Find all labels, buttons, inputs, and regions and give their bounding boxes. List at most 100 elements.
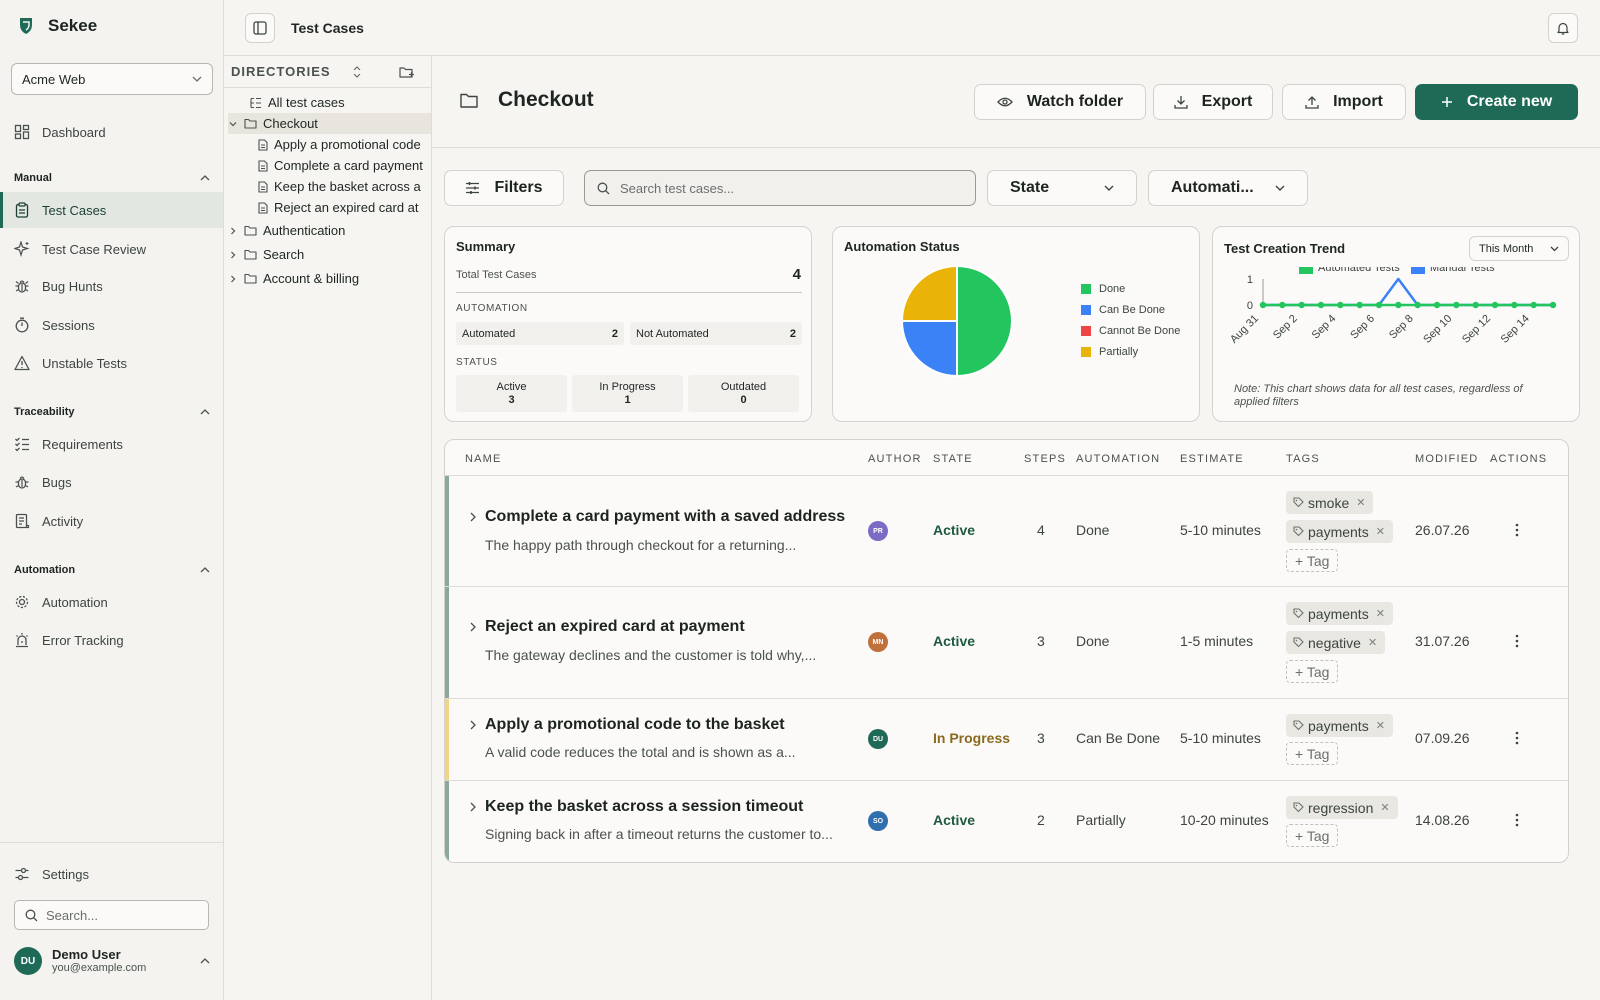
x-tick-label: Sep 14: [1499, 313, 1532, 346]
tag-chip[interactable]: negative ✕: [1286, 631, 1386, 654]
more-vertical-icon[interactable]: [1515, 813, 1519, 827]
x-tick-label: Sep 6: [1348, 313, 1377, 342]
notifications-button[interactable]: [1548, 13, 1578, 43]
sidebar-item-label: Requirements: [42, 436, 123, 452]
button-label: Filters: [494, 179, 543, 196]
sidebar-item-test-case-review[interactable]: Test Case Review: [0, 231, 223, 267]
period-select[interactable]: This Month: [1469, 236, 1569, 261]
test-case-title[interactable]: Apply a promotional code to the basket: [485, 716, 785, 733]
column-header[interactable]: ESTIMATE: [1180, 453, 1244, 465]
table-row[interactable]: Apply a promotional code to the basket A…: [445, 698, 1568, 780]
siren-icon: [14, 632, 30, 648]
add-tag-button[interactable]: + Tag: [1286, 742, 1339, 765]
remove-tag-icon[interactable]: ✕: [1380, 802, 1390, 814]
tag-label: payments: [1308, 717, 1369, 734]
stat-value: 3: [508, 393, 515, 406]
filters-button[interactable]: Filters: [444, 170, 564, 206]
sidebar-item-test-cases[interactable]: Test Cases: [0, 192, 223, 228]
more-vertical-icon[interactable]: [1515, 634, 1519, 648]
sidebar-item-bug-hunts[interactable]: Bug Hunts: [0, 268, 223, 304]
tag-chip[interactable]: payments ✕: [1286, 602, 1393, 625]
sidebar-item-automation[interactable]: Automation: [0, 584, 223, 620]
column-header[interactable]: AUTOMATION: [1076, 453, 1161, 465]
column-header[interactable]: STATE: [933, 453, 973, 465]
sort-icon[interactable]: [352, 66, 362, 78]
user-menu[interactable]: DU Demo User you@example.com: [14, 947, 210, 975]
remove-tag-icon[interactable]: ✕: [1356, 497, 1366, 509]
tree-folder-checkout[interactable]: Checkout: [228, 113, 431, 134]
sidebar-item-sessions[interactable]: Sessions: [0, 307, 223, 343]
export-button[interactable]: Export: [1153, 84, 1273, 120]
project-select[interactable]: Acme Web: [11, 63, 213, 95]
sidebar-search-input[interactable]: Search...: [14, 900, 209, 930]
state-select[interactable]: State: [987, 170, 1137, 206]
folder-icon: [244, 118, 257, 129]
chevron-right-icon[interactable]: [469, 802, 477, 812]
sidebar-item-activity[interactable]: Activity: [0, 503, 223, 539]
remove-tag-icon[interactable]: ✕: [1375, 720, 1385, 732]
file-icon: [258, 201, 268, 214]
sidebar-item-requirements[interactable]: Requirements: [0, 426, 223, 462]
section-manual[interactable]: Manual: [14, 172, 210, 184]
section-label: Traceability: [14, 406, 75, 418]
column-header[interactable]: AUTHOR: [868, 453, 922, 465]
section-traceability[interactable]: Traceability: [14, 406, 210, 418]
section-automation[interactable]: Automation: [14, 564, 210, 576]
tag-chip[interactable]: payments ✕: [1286, 714, 1393, 737]
test-case-title[interactable]: Complete a card payment with a saved add…: [485, 508, 846, 525]
create-new-button[interactable]: Create new: [1415, 84, 1578, 120]
add-tag-button[interactable]: + Tag: [1286, 824, 1339, 847]
tag-chip[interactable]: smoke ✕: [1286, 491, 1374, 514]
column-header[interactable]: TAGS: [1286, 453, 1320, 465]
tree-file[interactable]: Reject an expired card at: [258, 197, 419, 218]
tree-item-all-test-cases[interactable]: All test cases: [250, 92, 345, 113]
legend-swatch: [1299, 267, 1313, 274]
add-tag-button[interactable]: + Tag: [1286, 549, 1339, 572]
tree-folder-search[interactable]: Search: [228, 244, 304, 265]
tree-file[interactable]: Keep the basket across a: [258, 176, 421, 197]
x-tick-label: Aug 31: [1228, 313, 1261, 346]
tree-folder-account-billing[interactable]: Account & billing: [228, 268, 359, 289]
chevron-right-icon[interactable]: [469, 622, 477, 632]
sidebar-item-dashboard[interactable]: Dashboard: [0, 114, 223, 150]
tag-chip[interactable]: regression ✕: [1286, 796, 1398, 819]
table-row[interactable]: Complete a card payment with a saved add…: [445, 475, 1568, 586]
automation-select[interactable]: Automati...: [1148, 170, 1308, 206]
sidebar-item-unstable-tests[interactable]: Unstable Tests: [0, 345, 223, 381]
chevron-right-icon[interactable]: [469, 512, 477, 522]
search-input[interactable]: Search test cases...: [584, 170, 976, 206]
column-header[interactable]: STEPS: [1024, 453, 1067, 465]
more-vertical-icon[interactable]: [1515, 523, 1519, 537]
brand[interactable]: Sekee: [18, 16, 97, 36]
sidebar-item-error-tracking[interactable]: Error Tracking: [0, 622, 223, 658]
test-case-title[interactable]: Keep the basket across a session timeout: [485, 798, 804, 815]
tree-file[interactable]: Complete a card payment: [258, 155, 423, 176]
tag-chip[interactable]: payments ✕: [1286, 520, 1393, 543]
row-status-bar: [445, 699, 449, 780]
chevron-right-icon[interactable]: [469, 720, 477, 730]
remove-tag-icon[interactable]: ✕: [1375, 608, 1385, 620]
import-button[interactable]: Import: [1282, 84, 1406, 120]
sidebar-footer-divider: [0, 842, 223, 843]
automation-value: Done: [1076, 633, 1110, 649]
tag-label: regression: [1308, 799, 1374, 816]
more-vertical-icon[interactable]: [1515, 731, 1519, 745]
sidebar-item-bugs[interactable]: Bugs: [0, 464, 223, 500]
remove-tag-icon[interactable]: ✕: [1375, 526, 1385, 538]
column-header[interactable]: NAME: [465, 453, 502, 465]
tree-file[interactable]: Apply a promotional code: [258, 134, 421, 155]
add-tag-button[interactable]: + Tag: [1286, 660, 1339, 683]
watch-folder-button[interactable]: Watch folder: [974, 84, 1146, 120]
new-folder-icon[interactable]: [399, 65, 415, 79]
toggle-sidebar-button[interactable]: [245, 13, 275, 43]
test-case-title[interactable]: Reject an expired card at payment: [485, 618, 745, 635]
download-icon: [1174, 95, 1188, 109]
table-row[interactable]: Reject an expired card at payment The ga…: [445, 586, 1568, 698]
remove-tag-icon[interactable]: ✕: [1367, 637, 1378, 649]
tree-folder-authentication[interactable]: Authentication: [228, 220, 345, 241]
sidebar-item-settings[interactable]: Settings: [0, 856, 223, 892]
column-header[interactable]: MODIFIED: [1415, 453, 1479, 465]
project-name: Acme Web: [22, 71, 86, 87]
card-title: Test Creation Trend: [1224, 241, 1346, 256]
table-row[interactable]: Keep the basket across a session timeout…: [445, 780, 1568, 862]
